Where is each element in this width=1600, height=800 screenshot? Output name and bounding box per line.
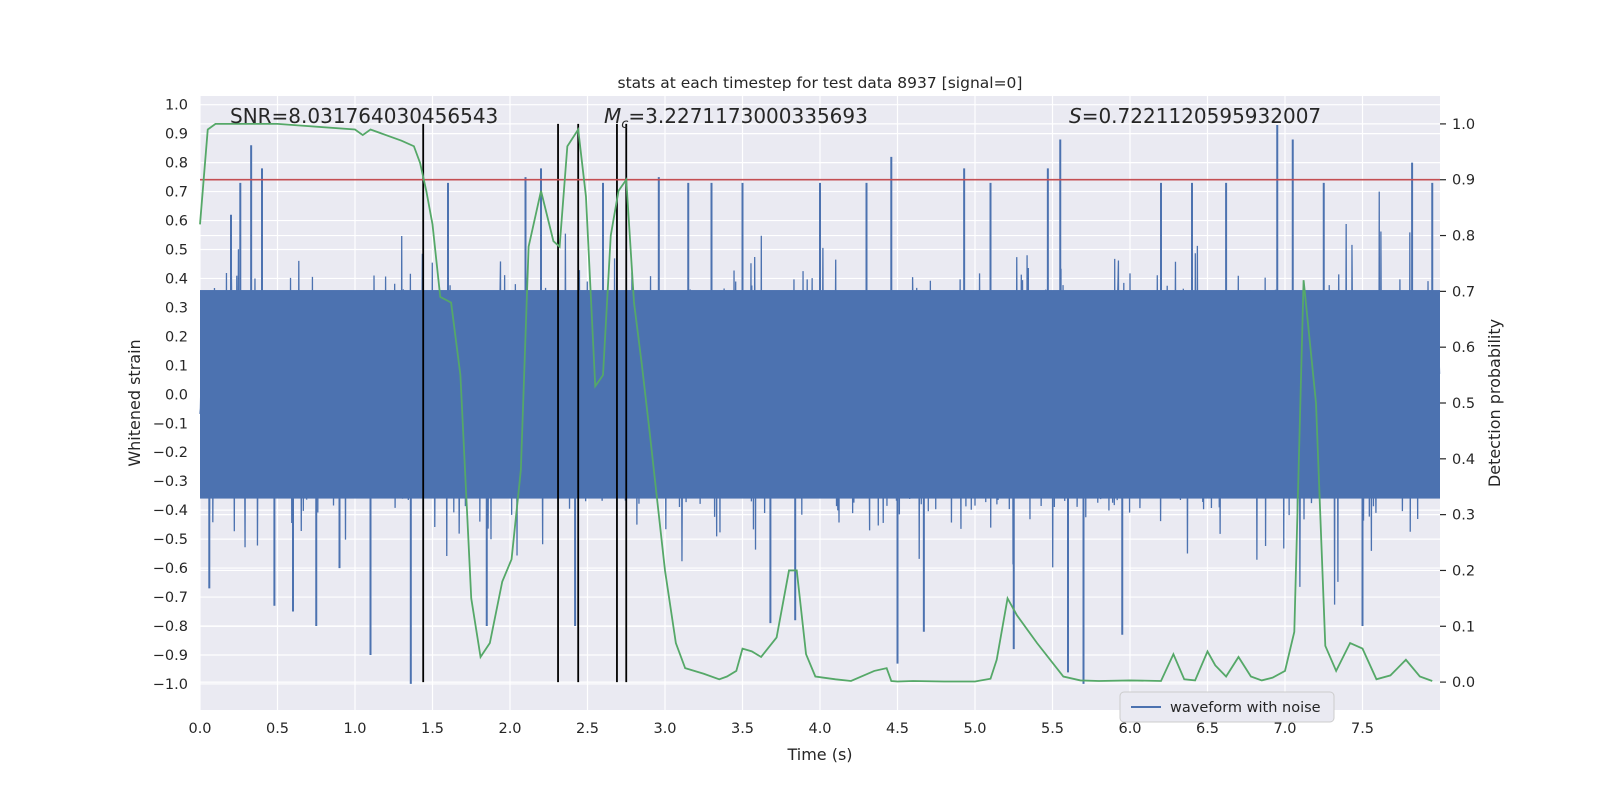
y-left-tick-label: 0.2: [165, 329, 188, 345]
x-tick-label: 0.5: [266, 721, 289, 737]
x-tick-label: 5.5: [1041, 721, 1064, 737]
y-right-tick-label: 1.0: [1452, 117, 1475, 133]
x-tick-label: 0.0: [188, 721, 211, 737]
x-tick-label: 7.0: [1273, 721, 1296, 737]
s-annotation: S=0.7221120595932007: [1069, 104, 1321, 128]
chirp-mass-value: =3.2271173000335693: [628, 104, 867, 128]
x-tick-label: 6.5: [1196, 721, 1219, 737]
y-left-tick-label: −0.7: [153, 590, 188, 606]
y-right-tick-label: 0.7: [1452, 284, 1475, 300]
y-left-tick-label: −0.2: [153, 445, 188, 461]
chirp-mass-subscript: c: [621, 117, 628, 132]
y-right-tick-label: 0.0: [1452, 675, 1475, 691]
x-tick-label: 3.0: [653, 721, 676, 737]
x-tick-label: 2.0: [498, 721, 521, 737]
y-left-tick-label: −0.5: [153, 532, 188, 548]
y-left-tick-label: −0.6: [153, 561, 188, 577]
snr-annotation: SNR=8.031764030456543: [230, 104, 498, 128]
y-left-tick-label: 0.7: [165, 185, 188, 201]
y-left-tick-label: −0.3: [153, 474, 188, 490]
x-tick-label: 7.5: [1351, 721, 1374, 737]
x-tick-label: 2.5: [576, 721, 599, 737]
y-left-tick-label: 1.0: [165, 98, 188, 114]
x-tick-label: 5.0: [963, 721, 986, 737]
y-left-tick-label: −0.9: [153, 648, 188, 664]
y-right-tick-label: 0.6: [1452, 340, 1475, 356]
x-tick-label: 4.0: [808, 721, 831, 737]
legend: waveform with noise: [1119, 691, 1335, 723]
legend-box: [1119, 691, 1335, 723]
y-left-tick-label: 0.0: [165, 387, 188, 403]
y-right-axis-ticks: 1.0 0.9 0.8 0.7 0.6 0.5 0.4 0.3 0.2 0.1 0.0: [1440, 117, 1475, 691]
legend-label: waveform with noise: [1170, 700, 1321, 716]
detection-probability-line: [199, 123, 1433, 683]
y-right-tick-label: 0.8: [1452, 229, 1475, 245]
y-right-tick-label: 0.4: [1452, 452, 1475, 468]
chart-title: stats at each timestep for test data 893…: [618, 74, 1023, 92]
y-right-tick-label: 0.5: [1452, 396, 1475, 412]
y-left-tick-label: 0.6: [165, 214, 188, 230]
chirp-mass-annotation: Mc=3.2271173000335693: [604, 104, 868, 132]
x-tick-label: 4.5: [886, 721, 909, 737]
x-tick-label: 6.0: [1118, 721, 1141, 737]
y-right-tick-label: 0.2: [1452, 563, 1475, 579]
y-left-tick-label: −0.4: [153, 503, 188, 519]
x-axis-ticks: 0.0 0.5 1.0 1.5 2.0 2.5 3.0 3.5 4.0 4.5 5.0 5.5 6.0 6…: [188, 721, 1374, 737]
y-left-tick-label: 0.4: [165, 271, 188, 287]
y-left-axis-label: Whitened strain: [125, 339, 144, 466]
s-symbol: S: [1069, 104, 1082, 128]
y-left-tick-label: 0.8: [165, 156, 188, 172]
y-right-tick-label: 0.3: [1452, 508, 1475, 524]
y-right-axis-label: Detection probability: [1485, 319, 1504, 487]
y-left-tick-label: 0.3: [165, 300, 188, 316]
y-left-tick-label: 0.1: [165, 358, 188, 374]
y-left-axis-ticks: 1.0 0.9 0.8 0.7 0.6 0.5 0.4 0.3 0.2 0.1 0.0 −0.1 −0.…: [153, 98, 188, 693]
y-right-tick-label: 0.1: [1452, 619, 1475, 635]
waveform-series: [199, 124, 1441, 684]
y-left-tick-label: 0.9: [165, 127, 188, 143]
chirp-mass-symbol: M: [604, 104, 621, 128]
x-tick-label: 1.5: [421, 721, 444, 737]
s-value: =0.7221120595932007: [1082, 104, 1321, 128]
y-left-tick-label: 0.5: [165, 243, 188, 259]
event-lines: [422, 123, 628, 683]
y-left-tick-label: −1.0: [153, 677, 188, 693]
x-tick-label: 1.0: [343, 721, 366, 737]
y-left-tick-label: −0.8: [153, 619, 188, 635]
x-axis-label: Time (s): [786, 745, 852, 764]
y-left-tick-label: −0.1: [153, 416, 188, 432]
x-tick-label: 3.5: [731, 721, 754, 737]
y-right-tick-label: 0.9: [1452, 173, 1475, 189]
